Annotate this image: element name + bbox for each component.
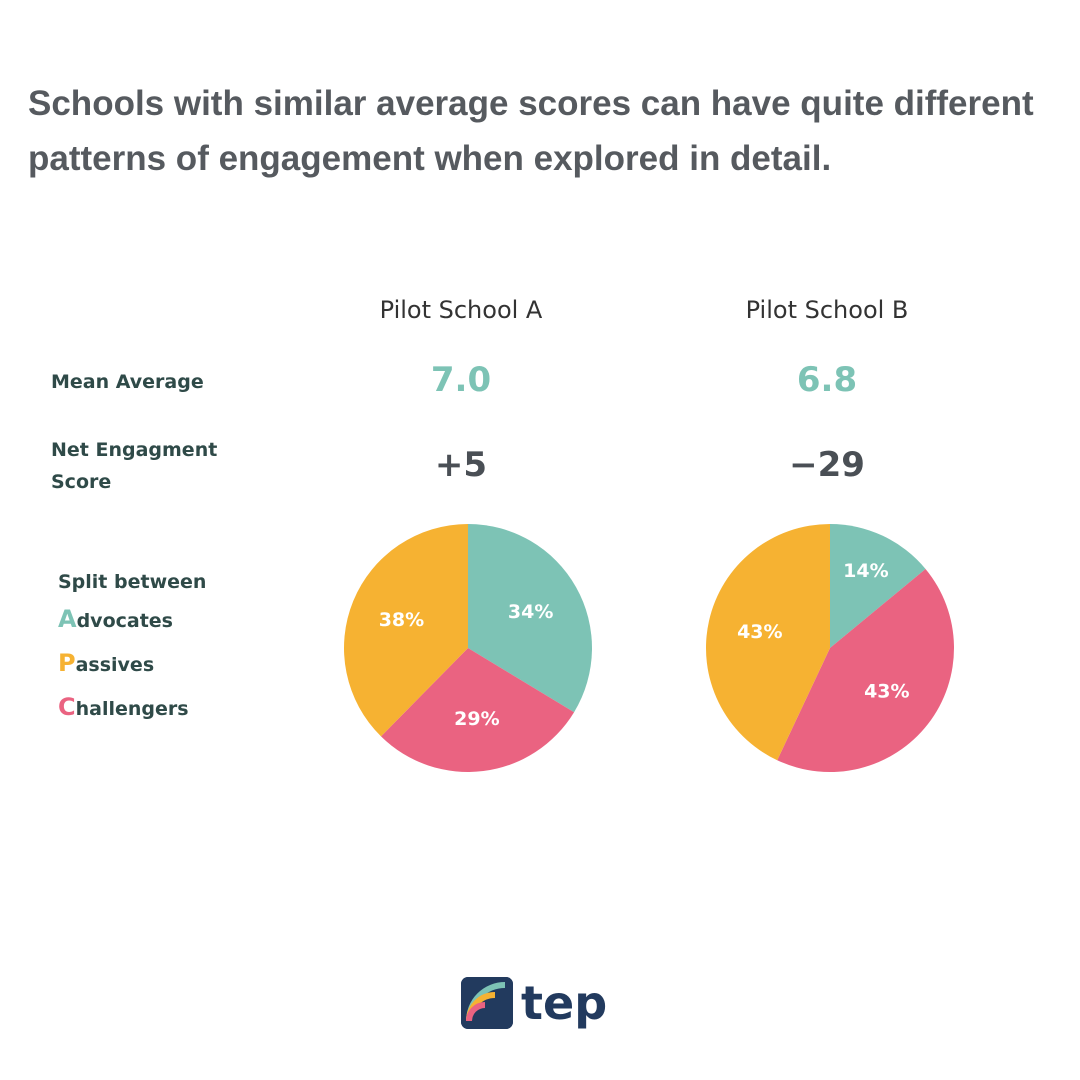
pie-slice-challengers bbox=[777, 568, 954, 772]
school-a-mean-value: 7.0 bbox=[430, 360, 492, 400]
legend-text-challengers: hallengers bbox=[75, 698, 189, 720]
school-a-name: Pilot School A bbox=[379, 296, 543, 324]
school-b-pie-chart: 14% 43% 43% bbox=[700, 518, 960, 778]
school-a-pie-chart: 34% 29% 38% bbox=[338, 518, 598, 778]
rainbow-logo-icon bbox=[461, 977, 513, 1029]
pie-value-label-passives: 38% bbox=[379, 609, 424, 631]
legend-initial-passives: P bbox=[58, 649, 76, 677]
school-b-mean-value: 6.8 bbox=[796, 360, 858, 400]
pie-value-label-passives: 43% bbox=[737, 621, 782, 643]
split-legend: Split between Advocates Passives Challen… bbox=[58, 566, 206, 730]
net-engagement-label-line1: Net Engagment bbox=[51, 439, 218, 461]
school-b-nes-value: −29 bbox=[789, 445, 865, 485]
legend-text-passives: assives bbox=[75, 654, 155, 676]
legend-initial-advocates: A bbox=[58, 605, 77, 633]
headline: Schools with similar average scores can … bbox=[28, 84, 1034, 178]
legend-text-advocates: dvocates bbox=[76, 610, 173, 632]
pie-value-label-advocates: 14% bbox=[843, 560, 888, 582]
legend-item-challengers: Challengers bbox=[58, 686, 206, 730]
pie-value-label-challengers: 43% bbox=[864, 681, 909, 703]
legend-title: Split between bbox=[58, 571, 207, 593]
school-b-pie-svg: 14% 43% 43% bbox=[706, 524, 954, 772]
pie-value-label-challengers: 29% bbox=[454, 708, 499, 730]
pie-value-label-advocates: 34% bbox=[508, 601, 553, 623]
school-a-pie-svg: 34% 29% 38% bbox=[344, 524, 592, 772]
pie-slice-advocates bbox=[468, 524, 592, 713]
tep-logo: tep bbox=[461, 976, 607, 1030]
legend-item-passives: Passives bbox=[58, 642, 206, 686]
logo-text: tep bbox=[521, 976, 608, 1030]
net-engagement-score-label: Net Engagment Score bbox=[51, 434, 217, 498]
school-a-nes-value: +5 bbox=[434, 445, 488, 485]
pie-slice-advocates bbox=[830, 524, 926, 648]
net-engagement-label-line2: Score bbox=[51, 471, 112, 493]
school-b-name: Pilot School B bbox=[745, 296, 909, 324]
legend-initial-challengers: C bbox=[58, 693, 76, 721]
pie-slice-passives bbox=[344, 524, 468, 737]
mean-average-label: Mean Average bbox=[51, 371, 204, 393]
pie-slice-passives bbox=[706, 524, 830, 761]
pie-slice-challengers bbox=[381, 648, 575, 772]
legend-item-advocates: Advocates bbox=[58, 598, 206, 642]
